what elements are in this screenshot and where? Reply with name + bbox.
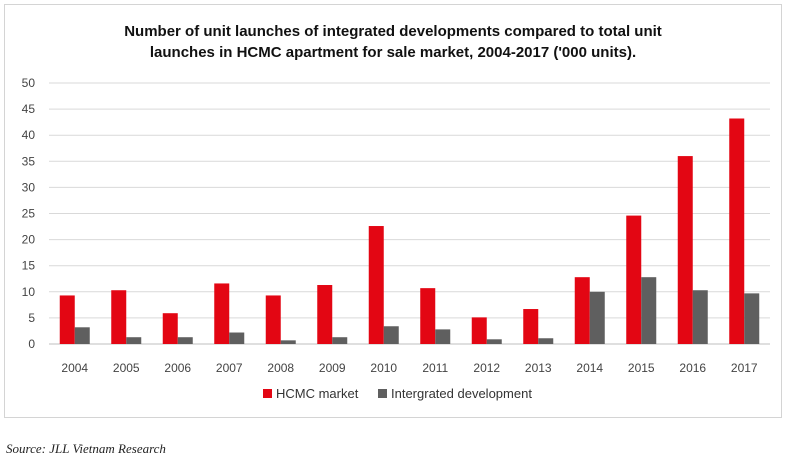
- bar-hcmc-market-2011: [420, 288, 436, 344]
- bar-hcmc-market-2007: [214, 283, 230, 344]
- legend-swatch-integrated-development: [378, 389, 387, 398]
- y-tick-label: 50: [22, 76, 36, 90]
- y-tick-label: 45: [22, 102, 36, 116]
- bar-integrated-development-2006: [177, 337, 193, 344]
- bar-integrated-development-2008: [280, 340, 296, 344]
- x-tick-label-2006: 2006: [164, 361, 191, 375]
- x-axis-ticks: 2004 2005 2006 2007 2008 2009 2010 2011 2012 2013…: [61, 361, 758, 375]
- x-tick-label-2012: 2012: [473, 361, 500, 375]
- y-axis-ticks: 0 5 10 15 20 25 30 35 40 45 50: [22, 76, 36, 351]
- chart-title-line-1: Number of unit launches of integrated de…: [124, 23, 662, 40]
- x-tick-label-2017: 2017: [731, 361, 758, 375]
- bar-integrated-development-2015: [641, 277, 657, 344]
- y-tick-label: 25: [22, 207, 36, 221]
- bar-integrated-development-2016: [692, 290, 708, 344]
- bar-hcmc-market-2006: [162, 313, 178, 344]
- y-tick-label: 20: [22, 233, 36, 247]
- chart-frame: Number of unit launches of integrated de…: [4, 4, 782, 418]
- bar-integrated-development-2013: [538, 338, 554, 344]
- legend-label-hcmc-market: HCMC market: [276, 386, 359, 401]
- y-tick-label: 30: [22, 180, 36, 194]
- x-tick-label-2011: 2011: [422, 361, 448, 375]
- bar-hcmc-market-2004: [59, 295, 75, 344]
- bar-hcmc-market-2010: [368, 226, 384, 344]
- y-tick-label: 15: [22, 259, 36, 273]
- bar-integrated-development-2007: [229, 332, 245, 344]
- bar-hcmc-market-2015: [626, 215, 642, 344]
- bar-hcmc-market-2013: [523, 309, 539, 344]
- bar-hcmc-market-2014: [574, 277, 590, 344]
- bar-hcmc-market-2009: [317, 285, 333, 344]
- x-tick-label-2008: 2008: [267, 361, 294, 375]
- x-tick-label-2005: 2005: [113, 361, 140, 375]
- bar-hcmc-market-2016: [677, 156, 693, 344]
- bar-hcmc-market-2012: [471, 317, 487, 344]
- bar-integrated-development-2012: [486, 339, 502, 344]
- bar-integrated-development-2010: [383, 326, 399, 344]
- bar-integrated-development-2014: [589, 291, 605, 344]
- legend: HCMC market Intergrated development: [263, 386, 532, 401]
- gridlines: [49, 82, 770, 345]
- bar-integrated-development-2004: [74, 327, 90, 344]
- bar-integrated-development-2017: [744, 293, 760, 344]
- y-tick-label: 0: [28, 337, 35, 351]
- x-tick-label-2015: 2015: [628, 361, 655, 375]
- legend-label-integrated-development: Intergrated development: [391, 386, 532, 401]
- bar-chart: Number of unit launches of integrated de…: [22, 23, 770, 401]
- y-tick-label: 40: [22, 128, 36, 142]
- y-tick-label: 10: [22, 285, 36, 299]
- bar-hcmc-market-2005: [111, 290, 127, 344]
- bar-integrated-development-2005: [126, 337, 142, 344]
- x-tick-label-2010: 2010: [370, 361, 397, 375]
- x-tick-label-2014: 2014: [576, 361, 603, 375]
- x-tick-label-2016: 2016: [679, 361, 706, 375]
- source-note: Source: JLL Vietnam Research: [6, 441, 166, 456]
- x-tick-label-2007: 2007: [216, 361, 243, 375]
- bar-hcmc-market-2017: [729, 118, 745, 344]
- bar-integrated-development-2009: [332, 337, 348, 344]
- x-tick-label-2009: 2009: [319, 361, 346, 375]
- bars: [59, 118, 760, 344]
- legend-swatch-hcmc-market: [263, 389, 272, 398]
- y-tick-label: 35: [22, 154, 36, 168]
- chart-title-line-2: launches in HCMC apartment for sale mark…: [150, 44, 636, 61]
- y-tick-label: 5: [28, 311, 35, 325]
- x-tick-label-2013: 2013: [525, 361, 552, 375]
- x-tick-label-2004: 2004: [61, 361, 88, 375]
- bar-hcmc-market-2008: [265, 295, 281, 344]
- bar-integrated-development-2011: [435, 329, 451, 344]
